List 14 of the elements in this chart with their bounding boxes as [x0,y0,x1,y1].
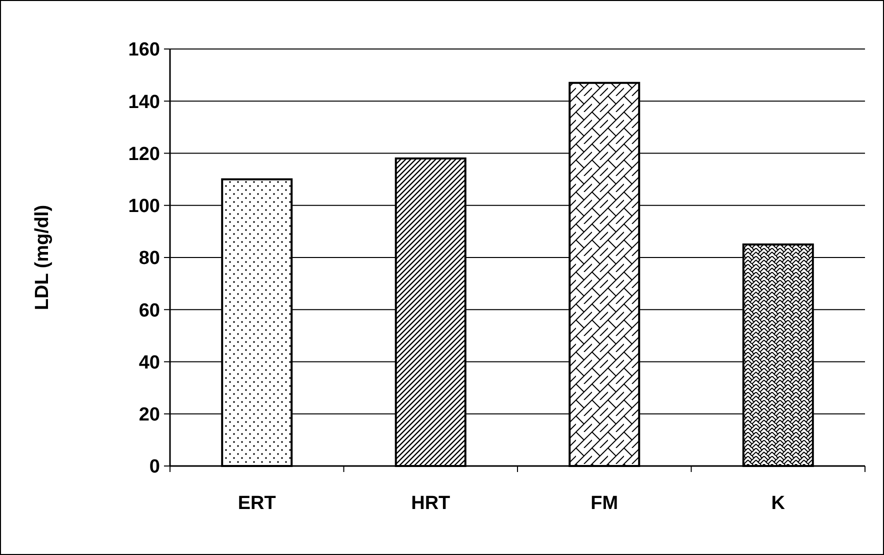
y-tick-label: 140 [128,92,160,113]
x-tick-label: K [771,493,786,514]
x-tick-label: FM [590,493,618,514]
x-tick-label: ERT [238,493,276,514]
y-tick-label: 40 [138,352,160,374]
y-tick-label: 160 [128,40,160,61]
y-tick-label: 80 [138,248,160,270]
y-tick-label: 100 [128,196,160,218]
x-tick-label: HRT [411,493,451,514]
y-tick-label: 120 [128,144,160,165]
y-tick-label: 20 [138,404,160,426]
y-axis-title: LDL (mg/dl) [32,204,53,310]
y-tick-label: 60 [138,300,160,322]
y-tick-label: 0 [149,456,160,478]
